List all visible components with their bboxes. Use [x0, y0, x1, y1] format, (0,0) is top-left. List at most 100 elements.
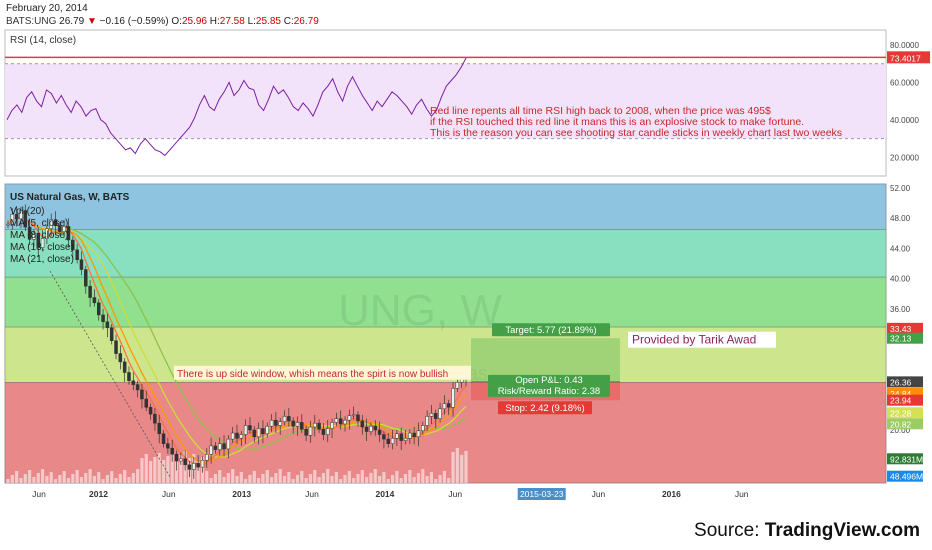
trade-open-pl-label: Open P&L: 0.43: [488, 374, 610, 386]
price-axis-label-text: 48.496M: [890, 472, 923, 482]
volume-bar: [32, 477, 36, 483]
candle: [343, 416, 347, 432]
candle-body: [382, 434, 386, 440]
candle: [209, 437, 213, 464]
volume-bar: [235, 476, 239, 483]
candle-body: [114, 340, 118, 354]
candle-body: [88, 285, 92, 298]
candle: [252, 426, 257, 443]
candle: [235, 424, 239, 445]
candle: [243, 419, 248, 445]
candle-body: [75, 249, 79, 260]
candle-body: [14, 214, 19, 220]
candle: [446, 399, 451, 415]
candle: [62, 220, 66, 238]
candle: [205, 448, 209, 468]
candle-body: [429, 413, 434, 417]
candle-body: [226, 438, 231, 450]
candle-body: [84, 269, 88, 287]
price-y-tick: 44.00: [890, 244, 911, 253]
candle: [421, 421, 425, 435]
candle: [166, 437, 170, 454]
volume-bar: [71, 474, 75, 483]
x-tick: 2013: [232, 489, 251, 499]
candle: [291, 417, 295, 434]
candle-body: [213, 445, 218, 450]
close-value: 26.79: [293, 16, 319, 27]
rsi-y-tick: 20.0000: [890, 153, 919, 162]
symbol-label[interactable]: BATS:UNG: [6, 16, 57, 27]
candle: [71, 236, 75, 260]
price-axis-label-text: 23.94: [890, 396, 912, 406]
price-axis-label-box: [887, 470, 923, 482]
candle: [45, 224, 49, 245]
volume-bar: [136, 469, 140, 483]
volume-bar: [49, 472, 53, 483]
candle-body: [96, 302, 101, 316]
candle-body: [412, 432, 416, 438]
ma-line: [7, 216, 467, 458]
candle: [19, 206, 23, 229]
volume-bar: [45, 476, 49, 483]
candle: [58, 221, 62, 236]
down-arrow-icon: ▼: [86, 16, 97, 27]
volume-bar: [15, 471, 19, 483]
volume-bar: [174, 459, 179, 483]
candle: [157, 414, 161, 444]
candle-body: [230, 432, 235, 440]
volume-bar: [412, 477, 416, 483]
candle: [53, 211, 58, 236]
volume-bar: [62, 471, 66, 483]
trade-rr-label: Risk/Reward Ratio: 2.38: [488, 385, 610, 397]
candle-body: [265, 425, 269, 435]
chart-canvas[interactable]: RSI (14, close) 80.0000 60.0000 40.0000 20.0…: [0, 28, 932, 548]
x-tick: Jun: [448, 489, 462, 499]
candle: [287, 408, 291, 427]
volume-bar: [148, 461, 153, 483]
volume-bar: [265, 470, 269, 483]
ma-line: [7, 216, 467, 464]
high-value: 27.58: [219, 16, 245, 27]
volume-bar: [205, 471, 209, 483]
candle: [79, 251, 84, 276]
candle: [278, 417, 282, 435]
volume-bar: [92, 476, 97, 483]
volume-bar: [352, 478, 356, 483]
volume-bar: [464, 451, 468, 483]
volume-bar: [6, 479, 10, 483]
volume-bar: [282, 476, 287, 483]
volume-bar: [161, 460, 166, 483]
volume-bar: [429, 472, 434, 483]
candle: [187, 461, 192, 477]
candle-body: [148, 407, 153, 415]
candle-body: [200, 460, 205, 468]
volume-bar: [369, 473, 373, 483]
candle: [429, 405, 434, 424]
candle: [360, 414, 365, 435]
candle: [118, 345, 123, 370]
source-credit: Source: TradingView.com: [694, 520, 920, 541]
candle-body: [196, 463, 200, 468]
volume-bar: [278, 469, 282, 483]
candle-body: [425, 416, 429, 426]
candle-body: [395, 433, 399, 439]
price-axis-label-box: [887, 322, 923, 334]
price-axis-label-text: 26.36: [890, 377, 912, 387]
candle: [66, 218, 71, 248]
candle: [269, 414, 274, 432]
volume-bar: [403, 474, 408, 483]
volume-bar: [79, 477, 84, 483]
candle-body: [122, 361, 127, 373]
candle-body: [153, 413, 157, 424]
candle-body: [243, 425, 248, 435]
volume-bar: [438, 475, 442, 483]
candle: [308, 420, 313, 443]
candle-body: [386, 438, 390, 444]
candle: [230, 426, 235, 443]
price-axis-label-text: 22.28: [890, 408, 912, 418]
price-axis-label-text: 32.13: [890, 334, 912, 344]
candle: [408, 429, 412, 445]
volume-bar: [10, 475, 14, 483]
candle-body: [71, 239, 75, 251]
candle: [325, 420, 330, 443]
